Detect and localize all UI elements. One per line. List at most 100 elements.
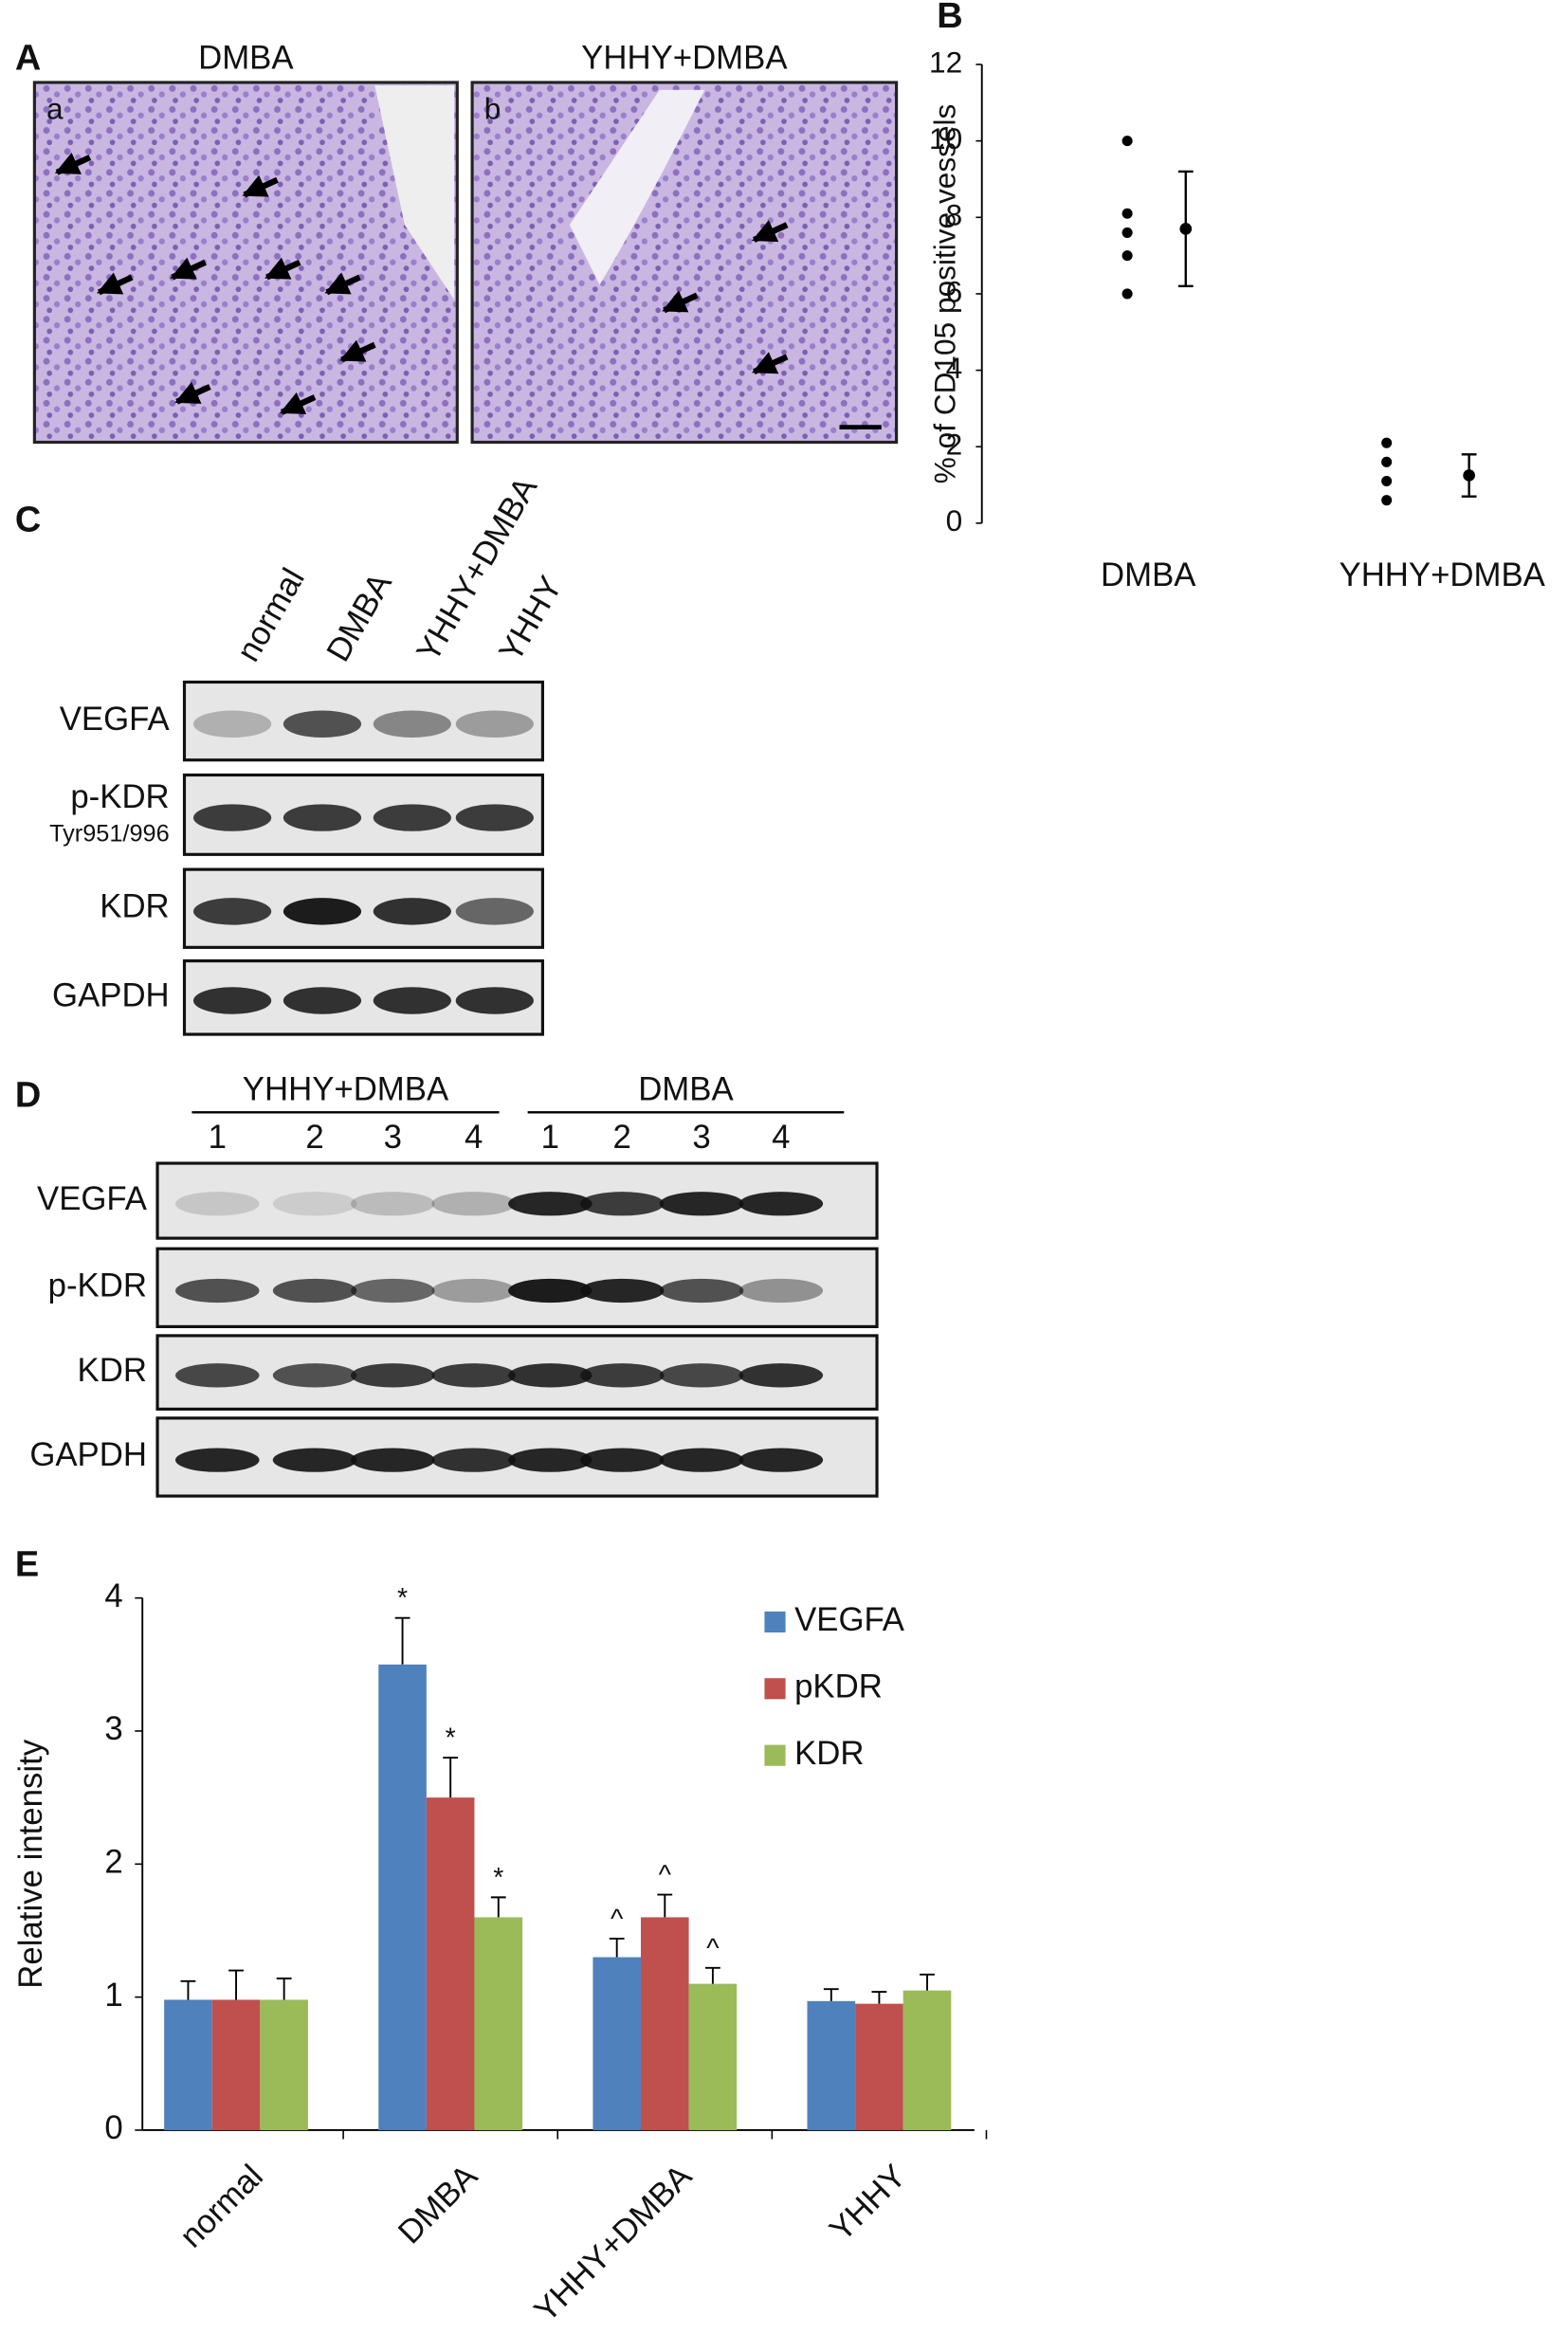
error-bar bbox=[704, 1966, 720, 1984]
arrow bbox=[174, 381, 211, 405]
lane-label: YHHY bbox=[493, 571, 570, 668]
bar bbox=[474, 1917, 523, 2130]
arrow bbox=[264, 257, 301, 281]
blot-strip bbox=[182, 680, 544, 762]
band bbox=[455, 898, 534, 925]
arrow bbox=[752, 220, 789, 243]
significance-mark: * bbox=[397, 1583, 408, 1614]
lane-label: 2 bbox=[613, 1120, 631, 1156]
band bbox=[175, 1448, 260, 1472]
band bbox=[373, 710, 451, 738]
band bbox=[272, 1448, 357, 1472]
legend-swatch bbox=[764, 1744, 786, 1766]
legend-label: pKDR bbox=[794, 1668, 883, 1705]
panel-label: B bbox=[937, 0, 962, 36]
band bbox=[192, 898, 272, 925]
band bbox=[373, 898, 451, 925]
band bbox=[431, 1448, 516, 1472]
band bbox=[738, 1363, 824, 1388]
row-label: VEGFA bbox=[60, 702, 171, 738]
x-tick-label: DMBA bbox=[392, 2158, 484, 2251]
band bbox=[431, 1363, 516, 1388]
band bbox=[579, 1278, 665, 1304]
x-tick-label: YHHY+DMBA bbox=[528, 2158, 700, 2329]
y-tick-label: 0 bbox=[946, 503, 963, 538]
mean-point bbox=[1463, 469, 1475, 482]
panel-label: C bbox=[15, 500, 41, 539]
error-bar bbox=[871, 1991, 887, 2004]
error-bar bbox=[823, 1988, 839, 2001]
legend-swatch bbox=[764, 1678, 786, 1700]
bar bbox=[807, 2000, 856, 2130]
x-tick-label: DMBA bbox=[1101, 557, 1196, 593]
band bbox=[431, 1192, 516, 1216]
x-tick-label: normal bbox=[173, 2159, 270, 2255]
mean-point bbox=[1179, 223, 1193, 235]
band bbox=[272, 1278, 357, 1304]
point bbox=[1121, 288, 1133, 300]
tissue-gap bbox=[374, 85, 455, 301]
micrograph-title: DMBA bbox=[198, 40, 294, 76]
row-label: p-KDR bbox=[70, 779, 169, 815]
band bbox=[431, 1278, 516, 1304]
micrograph-label: a bbox=[46, 91, 64, 125]
point bbox=[1121, 136, 1133, 147]
panel-label: E bbox=[15, 1544, 39, 1584]
lane-label: normal bbox=[230, 562, 312, 667]
point bbox=[1381, 475, 1393, 487]
y-tick-label: 10 bbox=[929, 121, 962, 155]
band bbox=[351, 1448, 435, 1472]
point bbox=[1121, 208, 1133, 219]
row-label: VEGFA bbox=[37, 1181, 148, 1217]
row-label: KDR bbox=[78, 1353, 147, 1389]
band bbox=[192, 987, 272, 1014]
arrow bbox=[662, 290, 699, 314]
band bbox=[738, 1448, 824, 1472]
point bbox=[1121, 250, 1133, 262]
significance-mark: ^ bbox=[706, 1933, 720, 1963]
bar bbox=[640, 1917, 689, 2130]
arrow bbox=[170, 257, 207, 281]
bar bbox=[426, 1797, 475, 2130]
y-tick-label: 6 bbox=[946, 274, 963, 308]
row-label: GAPDH bbox=[52, 978, 170, 1014]
band bbox=[192, 710, 272, 738]
arrow bbox=[54, 152, 92, 175]
panel-label: D bbox=[15, 1076, 41, 1116]
band bbox=[508, 1192, 593, 1216]
error-bar bbox=[920, 1973, 935, 1991]
lane-label: 3 bbox=[384, 1120, 402, 1156]
lane-label: 1 bbox=[541, 1120, 559, 1156]
bar bbox=[164, 1999, 212, 2130]
y-axis-label: % of CD105 positive vessels bbox=[928, 104, 962, 484]
y-axis-label: Relative intensity bbox=[13, 1739, 49, 1988]
legend-label: VEGFA bbox=[794, 1602, 905, 1638]
arrow bbox=[97, 272, 134, 296]
band bbox=[373, 987, 451, 1014]
band bbox=[579, 1192, 665, 1216]
micrograph bbox=[470, 81, 899, 445]
bar bbox=[593, 1957, 641, 2130]
significance-mark: ^ bbox=[611, 1904, 624, 1934]
significance-mark: * bbox=[446, 1723, 456, 1754]
point bbox=[1381, 456, 1393, 467]
y-tick-label: 12 bbox=[929, 45, 962, 79]
lane-label: 4 bbox=[772, 1120, 790, 1156]
row-label: p-KDR bbox=[48, 1267, 147, 1304]
arrow bbox=[752, 352, 789, 375]
error-bar bbox=[490, 1896, 506, 1918]
y-tick-label: 2 bbox=[946, 428, 963, 462]
micrograph bbox=[32, 81, 459, 445]
error-bar bbox=[276, 1978, 292, 2000]
tissue-gap bbox=[569, 89, 705, 285]
band bbox=[192, 804, 272, 831]
legend-label: KDR bbox=[794, 1736, 864, 1772]
y-tick-label: 2 bbox=[104, 1844, 122, 1880]
band bbox=[659, 1192, 744, 1216]
y-tick-label: 0 bbox=[104, 2110, 122, 2146]
band bbox=[455, 710, 534, 738]
bar bbox=[903, 1990, 952, 2130]
micrograph-title: YHHY+DMBA bbox=[581, 40, 788, 76]
